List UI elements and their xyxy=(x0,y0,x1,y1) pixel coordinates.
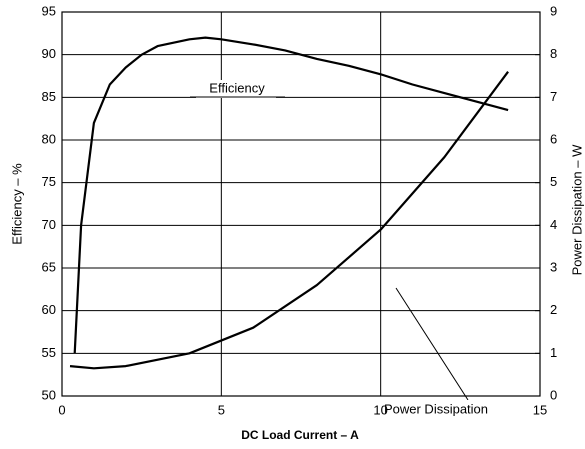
x-tick-label: 0 xyxy=(58,402,65,417)
y-tick-label: 90 xyxy=(42,46,56,61)
y2-tick-label: 0 xyxy=(550,387,557,402)
annotation-bg xyxy=(368,400,504,418)
y2-tick-label: 4 xyxy=(550,217,557,232)
y2-tick-label: 7 xyxy=(550,89,557,104)
y-tick-label: 55 xyxy=(42,345,56,360)
y2-tick-label: 6 xyxy=(550,131,557,146)
annotation-leader xyxy=(395,287,469,401)
y-axis-title: Efficiency – % xyxy=(9,163,24,245)
y-tick-label: 85 xyxy=(42,89,56,104)
y-tick-label: 75 xyxy=(42,174,56,189)
y-tick-label: 80 xyxy=(42,131,56,146)
series-line xyxy=(69,71,509,370)
annotation: Efficiency xyxy=(209,80,265,95)
y2-tick-label: 5 xyxy=(550,174,557,189)
x-axis-title: DC Load Current – A xyxy=(241,428,359,442)
y2-axis-title: Power Dissipation – W xyxy=(569,144,584,275)
y2-tick-label: 8 xyxy=(550,46,557,61)
x-tick-label: 15 xyxy=(533,402,547,417)
y2-tick-label: 3 xyxy=(550,259,557,274)
series-line xyxy=(73,36,509,354)
y2-tick-label: 9 xyxy=(550,3,557,18)
annotation-bg xyxy=(196,80,276,98)
y-tick-label: 70 xyxy=(42,217,56,232)
y-tick-label: 65 xyxy=(42,259,56,274)
y2-tick-label: 1 xyxy=(550,345,557,360)
y-tick-label: 95 xyxy=(42,3,56,18)
y2-tick-label: 2 xyxy=(550,302,557,317)
annotation: Power Dissipation xyxy=(384,401,488,416)
x-tick-label: 5 xyxy=(218,402,225,417)
plot-frame xyxy=(61,11,541,397)
y-tick-label: 60 xyxy=(42,302,56,317)
x-tick-label: 10 xyxy=(373,402,387,417)
y-tick-label: 50 xyxy=(42,387,56,402)
